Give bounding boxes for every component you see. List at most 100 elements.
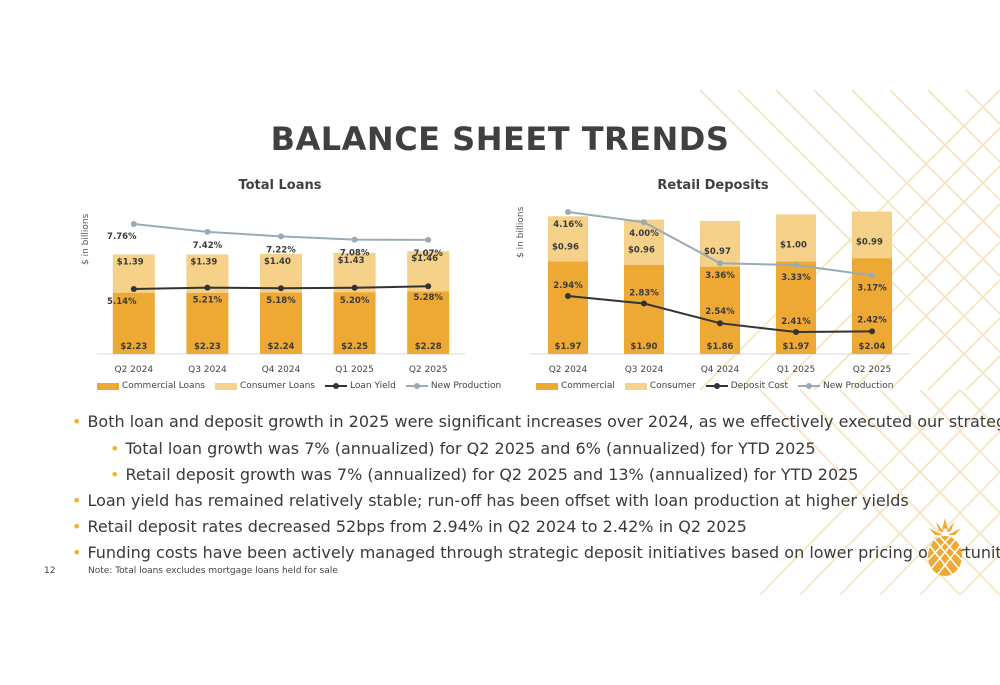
slide-title: BALANCE SHEET TRENDS (270, 120, 730, 158)
deposits-new-production-point (717, 260, 723, 267)
footnote: Note: Total loans excludes mortgage loan… (88, 566, 338, 576)
bullet-funding-costs: • Funding costs have been actively manage… (72, 543, 1000, 562)
data-label-deposits-consumer: $0.96 (628, 246, 655, 256)
x-tick-label: Q2 2024 (549, 365, 588, 375)
data-label-loans-commercial: $2.24 (268, 342, 295, 352)
bar-deposits-consumer (852, 211, 892, 259)
legend-item-consumer: Consumer (624, 381, 696, 391)
loans-new-production-point (351, 236, 358, 243)
deposits-new-production-point (793, 262, 799, 269)
legend-item-new-production-deposits: New Production (798, 381, 893, 391)
data-label-deposits-commercial: $1.90 (631, 342, 658, 352)
deposits-new-production-label: 3.36% (705, 271, 735, 281)
loans-rate-point (425, 283, 432, 290)
deposits-rate-label: 2.83% (629, 288, 659, 298)
bar-deposits-commercial (776, 261, 816, 354)
bar-loans-commercial (112, 292, 155, 354)
legend-item-commercial: Commercial (536, 381, 615, 391)
data-label-loans-commercial: $2.25 (341, 342, 368, 352)
bar-loans-commercial (186, 292, 229, 354)
loans-new-production-point (204, 228, 211, 235)
legend-item-commercial-loans: Commercial Loans (97, 381, 205, 391)
x-tick-label: Q3 2024 (188, 365, 227, 375)
x-tick-label: Q4 2024 (701, 365, 740, 375)
loans-new-production-label: 7.76% (107, 232, 137, 242)
loans-rate-point (278, 285, 284, 292)
bar-deposits-consumer (776, 214, 816, 262)
data-label-deposits-commercial: $2.04 (859, 342, 886, 352)
chart-retail-deposits: $1.97 $0.96 Q2 2024 $1.90 $0.96 Q3 2024 $1.86 $… (530, 209, 910, 375)
bar-loans-commercial (333, 292, 376, 354)
data-label-deposits-commercial: $1.97 (783, 342, 810, 352)
data-label-loans-consumer: $1.43 (338, 256, 365, 266)
loans-rate-point (130, 286, 137, 292)
data-label-deposits-commercial: $1.86 (707, 342, 734, 352)
y-axis-label-deposits: $ in billions (516, 206, 526, 258)
loans-rate-label: 5.28% (413, 293, 443, 303)
loans-new-production-label: 7.22% (266, 245, 296, 255)
pineapple-logo-icon (927, 518, 963, 576)
legend-item-new-production-loans: New Production (405, 381, 501, 391)
loans-new-production-label: 7.08% (340, 249, 370, 259)
bullet-retail-deposit-growth: • Retail deposit growth was 7% (annualize… (110, 465, 859, 484)
loans-new-production-point (130, 221, 137, 227)
bullet-total-loan-growth: • Total loan growth was 7% (annualized) f… (110, 439, 816, 458)
x-tick-label: Q2 2024 (115, 365, 154, 375)
deposits-rate-label: 2.42% (857, 315, 887, 325)
bar-loans-commercial (260, 292, 302, 354)
bar-deposits-commercial (624, 264, 664, 354)
deposits-rate-point (717, 320, 723, 327)
data-label-loans-consumer: $1.39 (190, 257, 217, 267)
deposits-rate-point (793, 329, 799, 336)
bar-deposits-consumer (624, 219, 664, 265)
data-label-deposits-commercial: $1.97 (555, 342, 582, 352)
deposits-rate-point (565, 293, 571, 299)
deposits-rate-label: 2.94% (553, 281, 583, 291)
bar-deposits-consumer (700, 220, 740, 267)
bullet-loan-deposit-growth: • Both loan and deposit growth in 2025 we… (72, 412, 1000, 431)
x-tick-label: Q3 2024 (625, 365, 664, 375)
legend-retail-deposits: Commercial Consumer Deposit Cost New Pro… (536, 381, 893, 391)
loans-rate-point (351, 284, 358, 291)
bar-deposits-consumer (548, 216, 588, 262)
legend-item-loan-yield: Loan Yield (325, 381, 396, 391)
bullet-loan-yield: • Loan yield has remained relatively stab… (72, 491, 909, 510)
data-label-loans-consumer: $1.39 (117, 257, 144, 267)
deposits-new-production-point (641, 219, 647, 226)
loans-rate-label: 5.20% (340, 296, 370, 306)
data-label-deposits-consumer: $0.97 (704, 247, 731, 257)
loans-rate-label: 5.14% (107, 297, 137, 307)
deposits-new-production-label: 3.33% (781, 273, 811, 283)
loans-rate-label: 5.18% (266, 296, 296, 306)
data-label-loans-commercial: $2.28 (415, 342, 442, 352)
deposits-rate-point (641, 300, 647, 307)
x-tick-label: Q1 2025 (777, 365, 816, 375)
y-axis-label-loans: $ in billions (81, 213, 91, 265)
x-tick-label: Q1 2025 (335, 365, 374, 375)
bullet-deposit-rates: • Retail deposit rates decreased 52bps fr… (72, 517, 747, 536)
x-tick-label: Q2 2025 (409, 365, 448, 375)
loans-rate-label: 5.21% (193, 296, 223, 306)
deposits-rate-label: 2.54% (705, 307, 735, 317)
deposits-new-production-point (869, 272, 875, 279)
legend-item-deposit-cost: Deposit Cost (705, 381, 788, 391)
bar-deposits-commercial (700, 266, 740, 354)
deposits-new-production-label: 3.17% (857, 283, 887, 293)
page-number: 12 (44, 566, 56, 576)
bar-deposits-commercial (548, 261, 588, 354)
deposits-new-production-label: 4.00% (629, 229, 659, 239)
deposits-rate-point (869, 328, 875, 335)
data-label-loans-commercial: $2.23 (194, 342, 221, 352)
data-label-deposits-consumer: $0.99 (856, 238, 883, 248)
data-label-loans-consumer: $1.40 (264, 257, 291, 267)
loans-new-production-label: 7.07% (413, 249, 443, 259)
loans-new-production-label: 7.42% (193, 241, 223, 251)
chart-total-loans: $2.23 $1.39 Q2 2024 $2.23 $1.39 Q3 2024 $2.24 $… (97, 221, 465, 375)
data-label-loans-consumer: $1.46 (411, 254, 438, 264)
chart-title-retail-deposits: Retail Deposits (657, 178, 769, 193)
deposits-rate-label: 2.41% (781, 317, 811, 327)
data-label-deposits-consumer: $1.00 (780, 240, 807, 250)
loans-new-production-point (425, 236, 432, 243)
bar-loans-commercial (407, 291, 450, 354)
